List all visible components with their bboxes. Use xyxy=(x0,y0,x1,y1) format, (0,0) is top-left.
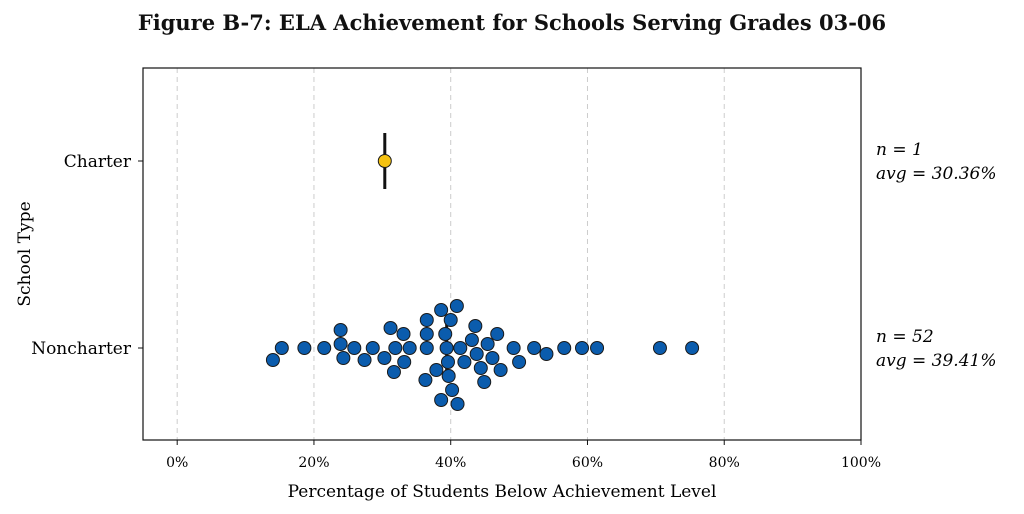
data-point-noncharter xyxy=(439,341,454,355)
data-point-noncharter xyxy=(590,341,605,355)
data-point-noncharter xyxy=(493,363,508,377)
data-point-noncharter xyxy=(434,393,449,407)
data-point-noncharter xyxy=(477,375,492,389)
data-point-noncharter xyxy=(396,327,411,341)
data-point-noncharter xyxy=(685,341,700,355)
data-point-noncharter xyxy=(419,327,434,341)
data-point-noncharter xyxy=(438,327,453,341)
data-point-noncharter xyxy=(468,319,483,333)
data-point-charter xyxy=(377,154,392,168)
data-point-noncharter xyxy=(440,355,455,369)
data-point-noncharter xyxy=(453,341,468,355)
data-point-noncharter xyxy=(539,347,554,361)
x-tick-label: 60% xyxy=(572,455,603,471)
data-point-noncharter xyxy=(652,341,667,355)
data-point-noncharter xyxy=(557,341,572,355)
data-point-noncharter xyxy=(365,341,380,355)
data-point-noncharter xyxy=(333,323,348,337)
data-point-noncharter xyxy=(480,337,495,351)
data-point-noncharter xyxy=(419,341,434,355)
data-point-noncharter xyxy=(527,341,542,355)
n-label-charter: n = 1 xyxy=(876,140,923,160)
data-point-noncharter xyxy=(317,341,332,355)
data-point-noncharter xyxy=(575,341,590,355)
data-point-noncharter xyxy=(506,341,521,355)
x-tick-label: 100% xyxy=(841,455,881,471)
data-point-noncharter xyxy=(450,397,465,411)
data-point-noncharter xyxy=(445,383,460,397)
data-point-noncharter xyxy=(469,347,484,361)
x-tick-label: 20% xyxy=(298,455,329,471)
data-point-noncharter xyxy=(434,303,449,317)
avg-label-noncharter: avg = 39.41% xyxy=(876,351,997,371)
data-point-noncharter xyxy=(386,365,401,379)
data-point-noncharter xyxy=(490,327,505,341)
x-tick-label: 40% xyxy=(435,455,466,471)
data-point-noncharter xyxy=(429,363,444,377)
data-point-noncharter xyxy=(418,373,433,387)
data-point-noncharter xyxy=(512,355,527,369)
data-point-noncharter xyxy=(357,353,372,367)
data-point-noncharter xyxy=(333,337,348,351)
x-tick-label: 80% xyxy=(709,455,740,471)
data-point-noncharter xyxy=(377,351,392,365)
chart-title: Figure B-7: ELA Achievement for Schools … xyxy=(137,10,887,35)
x-tick-label: 0% xyxy=(166,455,188,471)
data-point-noncharter xyxy=(473,361,488,375)
data-point-noncharter xyxy=(265,353,280,367)
data-point-noncharter xyxy=(274,341,289,355)
data-point-noncharter xyxy=(383,321,398,335)
plot-frame xyxy=(142,67,862,441)
y-axis-label: School Type xyxy=(15,201,35,306)
data-point-noncharter xyxy=(464,333,479,347)
data-point-noncharter xyxy=(443,313,458,327)
avg-label-charter: avg = 30.36% xyxy=(876,164,997,184)
n-label-noncharter: n = 52 xyxy=(876,327,934,347)
data-point-noncharter xyxy=(297,341,312,355)
data-point-noncharter xyxy=(336,351,351,365)
data-point-noncharter xyxy=(441,369,456,383)
data-point-noncharter xyxy=(485,351,500,365)
y-tick-label-charter: Charter xyxy=(64,152,132,172)
data-point-noncharter xyxy=(402,341,417,355)
x-axis-label: Percentage of Students Below Achievement… xyxy=(288,482,717,502)
data-point-noncharter xyxy=(419,313,434,327)
y-tick-label-noncharter: Noncharter xyxy=(31,339,132,359)
data-point-noncharter xyxy=(347,341,362,355)
data-point-noncharter xyxy=(449,299,464,313)
data-point-noncharter xyxy=(457,355,472,369)
data-point-noncharter xyxy=(397,355,412,369)
data-point-noncharter xyxy=(388,341,403,355)
